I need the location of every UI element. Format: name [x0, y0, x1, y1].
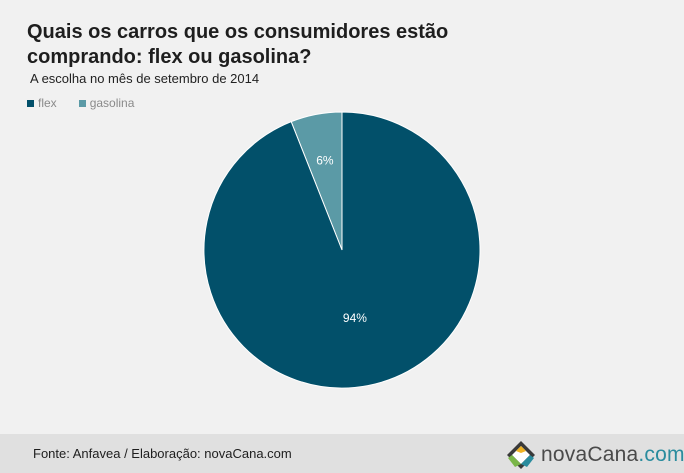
footer: Fonte: Anfavea / Elaboração: novaCana.co… — [0, 434, 684, 473]
legend-label-flex: flex — [38, 96, 57, 110]
legend-swatch-gasolina — [78, 99, 86, 107]
source-text: Fonte: Anfavea / Elaboração: novaCana.co… — [33, 446, 292, 461]
legend-swatch-flex — [27, 99, 34, 107]
data-label-gasolina: 6% — [316, 154, 334, 168]
pie-slice-flex — [203, 111, 481, 389]
chart-title: Quais os carros que os consumidores estã… — [27, 21, 449, 68]
logo-name: novaCana — [541, 443, 639, 466]
logo-domain: .com — [638, 443, 684, 466]
novacana-logo[interactable]: novaCana.com — [506, 440, 684, 470]
legend-item-gasolina: gasolina — [78, 96, 135, 110]
legend-label-gasolina: gasolina — [89, 96, 135, 110]
data-label-flex: 94% — [343, 311, 367, 325]
chart-legend: flex gasolina — [27, 96, 156, 110]
chart-subtitle: A escolha no mês de setembro de 2014 — [30, 71, 260, 86]
diamond-leaf-icon — [507, 441, 535, 469]
pie-chart: 6% 94% — [203, 111, 481, 389]
logo-wordmark: novaCana.com — [541, 443, 684, 467]
legend-item-flex: flex — [27, 96, 57, 110]
